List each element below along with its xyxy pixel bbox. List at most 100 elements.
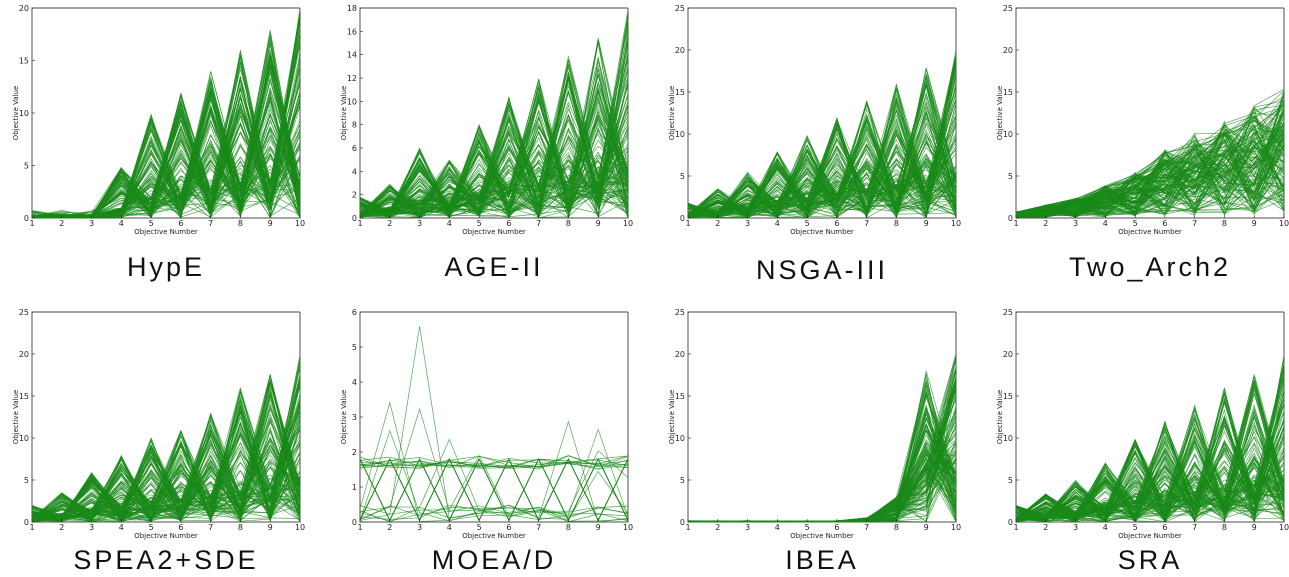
y-tick-label: 6 (352, 144, 357, 153)
series-line (1016, 428, 1285, 523)
y-tick-label: 5 (680, 172, 685, 181)
x-tick-label: 3 (745, 523, 750, 532)
x-tick-label: 2 (387, 219, 392, 228)
series-line (359, 41, 629, 216)
x-tick-label: 8 (1222, 219, 1227, 228)
y-tick-label: 10 (675, 434, 685, 443)
series-line (31, 375, 301, 522)
series-line (31, 8, 301, 219)
series-line (1015, 392, 1285, 522)
chart-panel-ibea: 1 2 3 4 5 6 7 8 9 10 0 5 10 15 20 25 Objective Number Obj… (668, 308, 961, 577)
chart-panel-hype: 1 2 3 4 5 6 7 8 9 10 0 5 10 15 20 Objective Number Objec… (12, 4, 305, 284)
y-tick-label: 3 (352, 413, 357, 422)
chart-panel-sra: 1 2 3 4 5 6 7 8 9 10 0 5 10 15 20 25 Objective Number Obj… (996, 308, 1289, 577)
series-line (359, 458, 629, 522)
series-line (31, 62, 301, 218)
series-line (359, 506, 629, 522)
x-tick-label: 5 (477, 219, 482, 228)
series-line (687, 96, 957, 213)
y-tick-label: 0 (24, 214, 29, 223)
series-line (359, 129, 629, 215)
x-tick-label: 8 (238, 523, 243, 532)
series-line (359, 326, 629, 523)
series-line (359, 455, 629, 468)
y-tick-label: 25 (675, 308, 685, 317)
algorithm-caption: MOEA/D (431, 545, 557, 575)
algorithm-caption: Two_Arch2 (1068, 252, 1232, 282)
x-tick-label: 7 (1192, 523, 1197, 532)
y-tick-label: 0 (352, 214, 357, 223)
x-tick-label: 3 (417, 219, 422, 228)
series-line (1015, 381, 1285, 519)
series-line (1015, 142, 1285, 214)
y-tick-label: 25 (1003, 4, 1013, 13)
x-tick-label: 2 (1043, 219, 1048, 228)
series-line (359, 35, 629, 218)
series-line (359, 80, 629, 219)
series-line (359, 454, 629, 523)
x-tick-label: 2 (387, 523, 392, 532)
x-tick-label: 10 (623, 523, 633, 532)
x-tick-label: 10 (951, 219, 961, 228)
series-line (1015, 420, 1285, 521)
x-axis-label: Objective Number (134, 228, 198, 236)
series-line (359, 66, 629, 215)
x-tick-label: 10 (623, 219, 633, 228)
x-tick-label: 9 (1252, 523, 1257, 532)
x-tick-label: 3 (1073, 219, 1078, 228)
x-tick-label: 4 (447, 219, 452, 228)
x-tick-label: 3 (1073, 523, 1078, 532)
x-tick-label: 6 (178, 219, 183, 228)
y-tick-label: 18 (347, 4, 357, 13)
series-line (1015, 105, 1285, 218)
y-axis-label: Objective Value (340, 390, 348, 445)
x-axis-label: Objective Number (790, 228, 854, 236)
y-axis-label: Objective Value (12, 390, 20, 445)
x-tick-label: 6 (178, 523, 183, 532)
series-line (687, 55, 957, 217)
series-line (359, 456, 629, 467)
x-axis-label: Objective Number (134, 532, 198, 540)
x-tick-label: 2 (59, 523, 64, 532)
series-line (1015, 451, 1285, 519)
x-tick-label: 4 (447, 523, 452, 532)
series-line (359, 407, 629, 517)
x-tick-label: 3 (417, 523, 422, 532)
series-line (31, 460, 301, 522)
x-tick-label: 2 (715, 523, 720, 532)
y-tick-label: 14 (347, 51, 357, 60)
y-tick-label: 0 (352, 518, 357, 527)
y-tick-label: 5 (352, 343, 357, 352)
y-tick-label: 4 (352, 378, 357, 387)
x-tick-label: 7 (208, 523, 213, 532)
series-line (359, 505, 629, 520)
series-line (359, 455, 629, 470)
x-tick-label: 9 (924, 523, 929, 532)
y-tick-label: 5 (24, 476, 29, 485)
x-axis-label: Objective Number (462, 228, 526, 236)
series-line (31, 66, 301, 218)
x-tick-label: 5 (149, 523, 154, 532)
parallel-coordinates-plot: 1 2 3 4 5 6 7 8 9 10 0 5 10 15 20 25 Objective Number Obj… (996, 4, 1289, 236)
x-tick-label: 10 (951, 523, 961, 532)
y-tick-label: 15 (19, 57, 29, 66)
series-line (359, 456, 629, 470)
algorithm-caption: NSGA-III (755, 255, 888, 285)
y-tick-label: 8 (352, 121, 357, 130)
x-tick-label: 9 (268, 219, 273, 228)
x-tick-label: 8 (894, 219, 899, 228)
series-line (31, 420, 301, 521)
x-tick-label: 8 (566, 523, 571, 532)
y-tick-label: 0 (1008, 214, 1013, 223)
series-line (359, 438, 629, 523)
x-tick-label: 4 (1103, 523, 1108, 532)
x-tick-label: 7 (536, 523, 541, 532)
x-tick-label: 1 (29, 219, 34, 228)
series-line (1015, 467, 1285, 521)
y-tick-label: 15 (675, 392, 685, 401)
x-tick-label: 6 (506, 219, 511, 228)
series-line (1015, 94, 1285, 218)
series-line (687, 154, 957, 216)
y-tick-label: 15 (1003, 88, 1013, 97)
series-line (1015, 145, 1285, 217)
